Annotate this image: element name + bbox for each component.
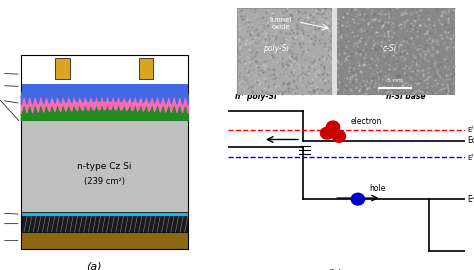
Text: Al₂O₃: Al₂O₃ bbox=[0, 83, 18, 88]
Text: P-doped
poly-Si (n⁺): P-doped poly-Si (n⁺) bbox=[0, 218, 18, 229]
Text: n-Si base: n-Si base bbox=[385, 92, 425, 101]
Bar bbox=[237, 8, 335, 94]
Text: tunnel oxide: tunnel oxide bbox=[283, 85, 337, 94]
FancyBboxPatch shape bbox=[21, 232, 188, 249]
FancyBboxPatch shape bbox=[139, 58, 153, 79]
FancyBboxPatch shape bbox=[55, 58, 70, 79]
Text: 5 nm: 5 nm bbox=[387, 78, 403, 83]
Text: tunnel oxide: tunnel oxide bbox=[0, 210, 18, 215]
Text: poly-Si: poly-Si bbox=[264, 44, 289, 53]
Text: tunnel
oxide: tunnel oxide bbox=[269, 17, 292, 30]
Text: Ag metallization: Ag metallization bbox=[0, 238, 18, 243]
Text: B-doped p⁺: B-doped p⁺ bbox=[0, 95, 18, 103]
Text: (239 cm²): (239 cm²) bbox=[84, 177, 125, 186]
FancyBboxPatch shape bbox=[21, 120, 188, 212]
Bar bbox=[332, 8, 337, 94]
Circle shape bbox=[332, 130, 346, 142]
Text: hole: hole bbox=[370, 184, 386, 193]
Text: c-Si: c-Si bbox=[383, 44, 397, 53]
FancyBboxPatch shape bbox=[21, 85, 188, 95]
Text: Eᵛ: Eᵛ bbox=[467, 195, 474, 204]
Text: SiNₓ: SiNₓ bbox=[0, 70, 18, 76]
Text: (b): (b) bbox=[326, 268, 342, 270]
FancyBboxPatch shape bbox=[21, 217, 188, 232]
Text: n-type Cz Si: n-type Cz Si bbox=[77, 162, 131, 171]
Text: n⁺ poly-Si: n⁺ poly-Si bbox=[235, 92, 277, 101]
Text: electron: electron bbox=[351, 117, 382, 126]
FancyBboxPatch shape bbox=[21, 212, 188, 217]
FancyBboxPatch shape bbox=[21, 106, 188, 120]
FancyBboxPatch shape bbox=[21, 95, 188, 106]
Circle shape bbox=[320, 127, 334, 139]
Circle shape bbox=[351, 193, 365, 205]
Bar bbox=[335, 8, 455, 94]
Text: Eᶠp: Eᶠp bbox=[467, 154, 474, 161]
Text: (a): (a) bbox=[86, 261, 101, 270]
Text: screen-printed front contact: screen-printed front contact bbox=[0, 51, 19, 121]
Text: Eᶠn: Eᶠn bbox=[467, 127, 474, 133]
Text: Eᴄ: Eᴄ bbox=[467, 136, 474, 145]
Circle shape bbox=[326, 121, 339, 133]
